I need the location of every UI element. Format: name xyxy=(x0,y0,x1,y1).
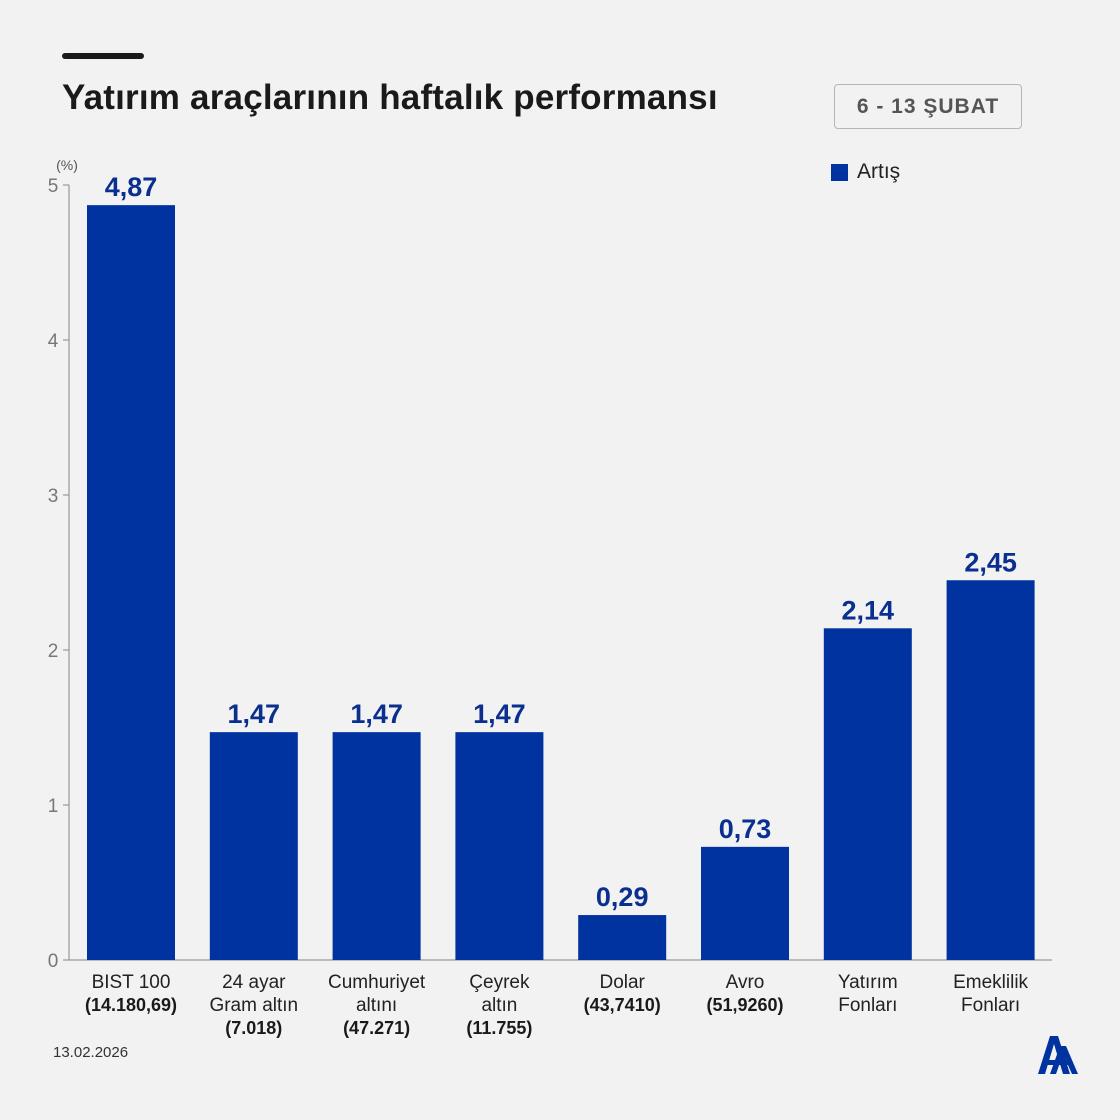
footer-date: 13.02.2026 xyxy=(53,1044,129,1061)
title-rule xyxy=(62,53,144,59)
category-label: Cumhuriyet altını (47.271) xyxy=(328,972,426,1038)
category-label: Avro (51,9260) xyxy=(706,972,783,1015)
category-label-line: (47.271) xyxy=(343,1018,410,1038)
bar xyxy=(332,732,421,960)
aa-logo-icon xyxy=(1038,1036,1078,1074)
category-label-line: Cumhuriyet xyxy=(328,972,426,993)
category-label-line: 24 ayar xyxy=(222,972,286,993)
category-label: BIST 100 (14.180,69) xyxy=(85,972,177,1015)
bar-value-label: 1,47 xyxy=(350,699,403,729)
bar xyxy=(455,732,544,960)
category-label-line: (11.755) xyxy=(466,1018,532,1038)
bar xyxy=(946,580,1035,960)
bar xyxy=(87,205,175,960)
bar-value-label: 2,14 xyxy=(842,595,895,625)
y-tick-label: 4 xyxy=(48,331,59,352)
category-label-line: BIST 100 xyxy=(92,972,171,993)
category-label-line: Yatırım xyxy=(838,972,898,993)
bar xyxy=(823,628,912,960)
category-label-line: Dolar xyxy=(599,972,645,993)
category-label-line: Çeyrek xyxy=(469,972,530,993)
category-label: Çeyrek altın (11.755) xyxy=(466,972,532,1038)
bar-value-label: 2,45 xyxy=(964,547,1017,577)
bar xyxy=(578,915,667,960)
category-label-line: Fonları xyxy=(961,995,1020,1016)
category-label-line: Fonları xyxy=(838,995,897,1016)
category-label-line: altın xyxy=(481,995,517,1016)
y-unit-label: (%) xyxy=(56,157,78,173)
category-label-line: altını xyxy=(356,995,397,1016)
date-range-badge: 6 - 13 ŞUBAT xyxy=(834,84,1022,129)
y-tick-label: 0 xyxy=(48,951,59,972)
bar-value-label: 0,73 xyxy=(719,814,772,844)
bar xyxy=(209,732,298,960)
category-label: Emeklilik Fonları xyxy=(953,972,1028,1016)
category-label-line: (14.180,69) xyxy=(85,995,177,1015)
category-label: Yatırım Fonları xyxy=(838,972,898,1016)
chart-title: Yatırım araçlarının haftalık performansı xyxy=(62,78,718,117)
category-label-line: Gram altın xyxy=(209,995,298,1016)
bar xyxy=(701,846,789,960)
bar-value-label: 1,47 xyxy=(473,699,526,729)
bar-value-label: 1,47 xyxy=(228,699,281,729)
y-tick-label: 3 xyxy=(48,486,59,507)
y-tick-label: 1 xyxy=(48,796,59,817)
y-tick-label: 2 xyxy=(48,641,59,662)
bar-value-label: 0,29 xyxy=(596,882,649,912)
category-label-line: (51,9260) xyxy=(706,995,783,1015)
legend-label: Artış xyxy=(857,160,901,183)
category-label-line: (7.018) xyxy=(225,1018,282,1038)
legend-swatch xyxy=(831,163,848,181)
y-tick-label: 5 xyxy=(48,176,59,197)
legend: Artış xyxy=(831,160,900,184)
bar-value-label: 4,87 xyxy=(105,172,158,202)
category-label-line: Avro xyxy=(726,972,765,993)
category-label-line: (43,7410) xyxy=(584,995,661,1015)
category-label: Dolar (43,7410) xyxy=(584,972,661,1015)
category-label: 24 ayar Gram altın (7.018) xyxy=(209,972,298,1038)
category-label-line: Emeklilik xyxy=(953,972,1028,993)
